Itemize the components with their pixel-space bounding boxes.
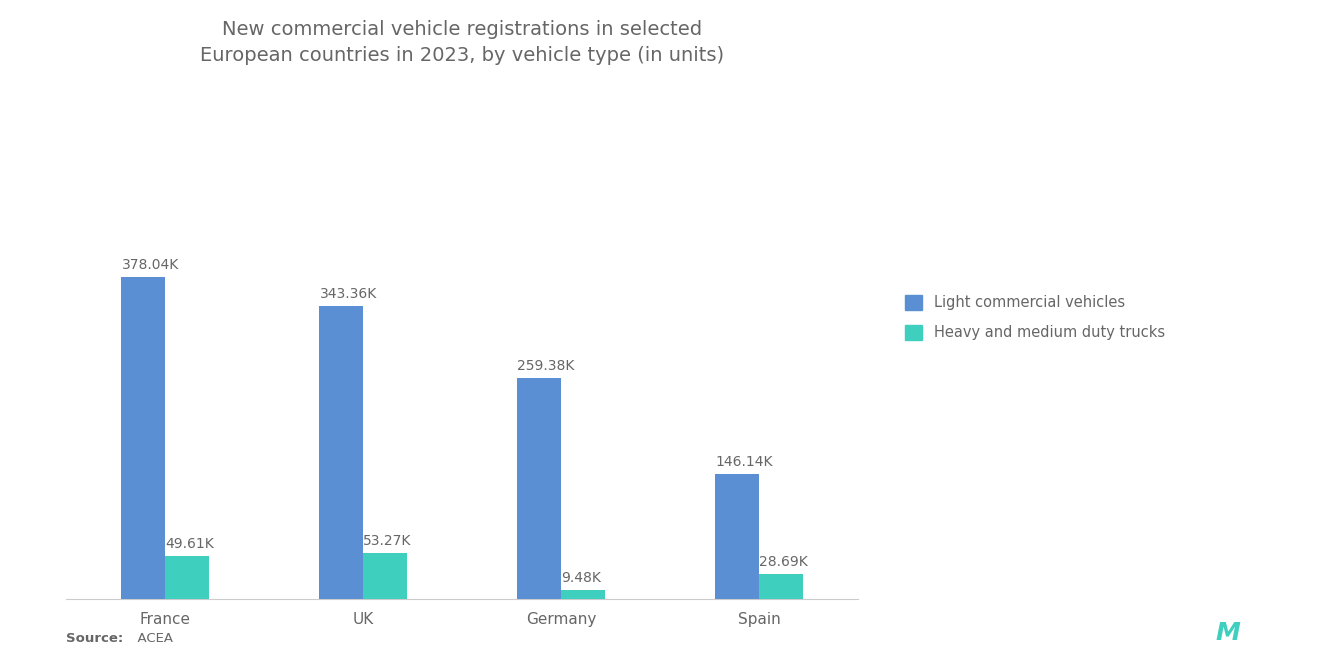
- Bar: [759, 574, 803, 598]
- Text: 343.36K: 343.36K: [319, 287, 376, 301]
- Legend: Light commercial vehicles, Heavy and medium duty trucks: Light commercial vehicles, Heavy and med…: [906, 295, 1166, 340]
- Text: 378.04K: 378.04K: [121, 258, 178, 272]
- Text: 146.14K: 146.14K: [715, 455, 774, 469]
- Text: M: M: [1216, 621, 1239, 645]
- Text: 259.38K: 259.38K: [517, 359, 574, 373]
- Text: New commercial vehicle registrations in selected
European countries in 2023, by : New commercial vehicle registrations in …: [199, 20, 725, 65]
- Text: 28.69K: 28.69K: [759, 555, 808, 569]
- Bar: [121, 277, 165, 598]
- Text: ACEA: ACEA: [129, 632, 173, 645]
- Text: 53.27K: 53.27K: [363, 534, 412, 548]
- Bar: [363, 553, 407, 598]
- Bar: [561, 591, 605, 598]
- Bar: [517, 378, 561, 598]
- Text: 9.48K: 9.48K: [561, 571, 601, 585]
- Text: 49.61K: 49.61K: [165, 537, 214, 551]
- Text: Source:: Source:: [66, 632, 123, 645]
- Bar: [715, 474, 759, 598]
- Bar: [165, 557, 209, 598]
- Bar: [319, 307, 363, 598]
